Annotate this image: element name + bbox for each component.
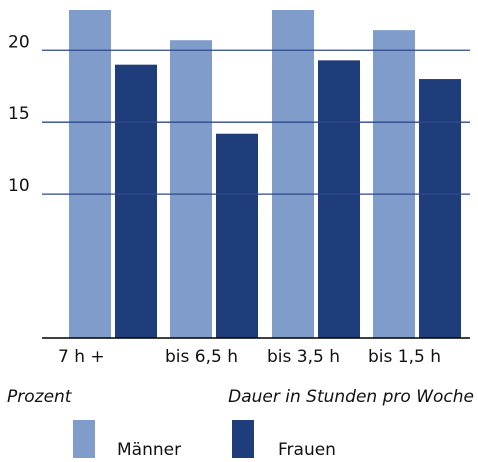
x-tick-label: 7 h + bbox=[58, 347, 105, 367]
y-tick-label: 15 bbox=[8, 104, 30, 124]
bar bbox=[318, 60, 360, 338]
legend-swatch bbox=[73, 420, 95, 458]
bar bbox=[419, 79, 461, 338]
bar bbox=[216, 133, 258, 338]
bar bbox=[115, 64, 157, 339]
x-axis-label: Dauer in Stunden pro Woche bbox=[228, 387, 474, 407]
legend-swatch bbox=[232, 420, 254, 458]
x-tick-label: bis 1,5 h bbox=[368, 347, 441, 367]
y-tick-label: 20 bbox=[8, 32, 30, 52]
x-tick-label: bis 3,5 h bbox=[267, 347, 340, 367]
bar bbox=[69, 10, 111, 338]
legend-label: Frauen bbox=[278, 440, 336, 460]
y-axis-label: Prozent bbox=[7, 387, 73, 407]
x-tick-label: bis 6,5 h bbox=[165, 347, 238, 367]
y-tick-label: 10 bbox=[8, 176, 30, 196]
bar bbox=[170, 40, 212, 339]
bar bbox=[272, 10, 314, 338]
bar bbox=[373, 30, 415, 338]
legend-label: Männer bbox=[117, 440, 181, 460]
